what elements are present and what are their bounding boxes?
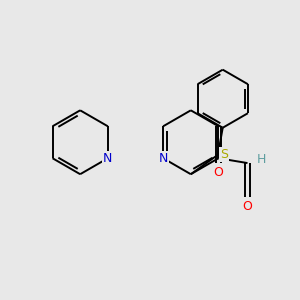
Text: O: O: [214, 166, 224, 179]
Text: N: N: [103, 152, 112, 165]
Text: S: S: [220, 148, 228, 161]
Text: O: O: [242, 200, 252, 213]
Text: N: N: [158, 152, 168, 165]
Text: H: H: [256, 153, 266, 166]
